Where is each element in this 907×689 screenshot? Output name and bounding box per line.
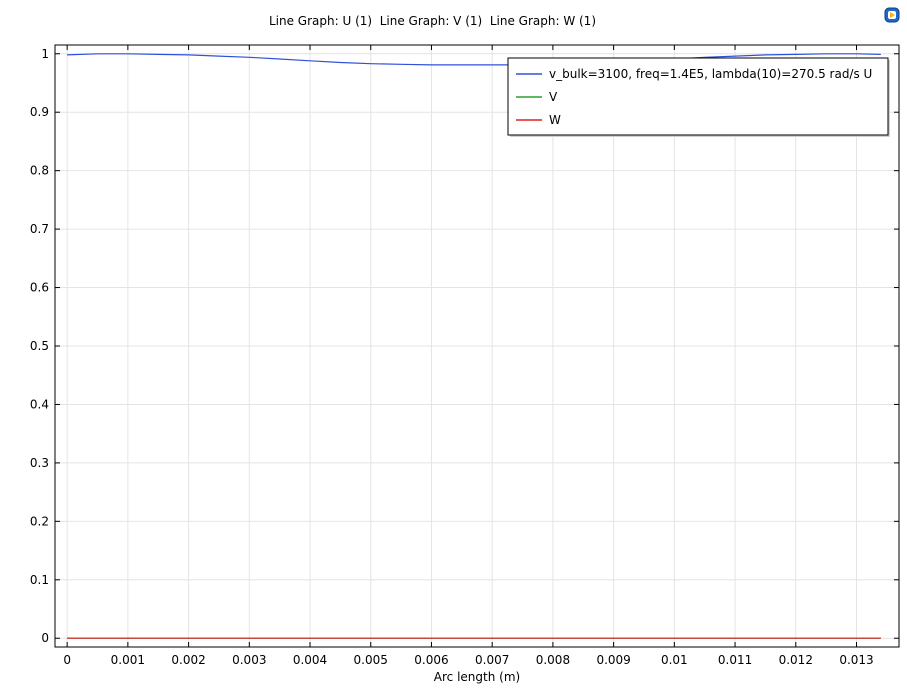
y-tick-label: 0.6 bbox=[30, 281, 49, 295]
x-tick-label: 0.001 bbox=[111, 653, 145, 667]
y-tick-label: 0.8 bbox=[30, 164, 49, 178]
x-tick-label: 0.008 bbox=[536, 653, 570, 667]
legend-entry: W bbox=[549, 113, 561, 127]
x-tick-label: 0.005 bbox=[354, 653, 388, 667]
y-tick-label: 0.9 bbox=[30, 105, 49, 119]
x-tick-label: 0.011 bbox=[718, 653, 752, 667]
y-tick-label: 1 bbox=[41, 47, 49, 61]
series-lines bbox=[67, 53, 881, 639]
y-tick-label: 0.7 bbox=[30, 222, 49, 236]
plot-title: Line Graph: U (1) Line Graph: V (1) Line… bbox=[268, 14, 597, 28]
x-tick-label: 0.006 bbox=[414, 653, 448, 667]
x-tick-label: 0.012 bbox=[779, 653, 813, 667]
y-tick-label: 0.5 bbox=[30, 339, 49, 353]
x-tick-label: 0.013 bbox=[839, 653, 873, 667]
x-tick-label: 0.003 bbox=[232, 653, 266, 667]
x-tick-label: 0.002 bbox=[171, 653, 205, 667]
axis-ticks: 0 0.001 0.002 0.003 0.004 0.005 0.006 0.007 0.00… bbox=[30, 45, 899, 667]
grid bbox=[55, 45, 899, 647]
y-tick-label: 0.1 bbox=[30, 573, 49, 587]
legend-box bbox=[507, 57, 889, 136]
y-tick-label: 0.3 bbox=[30, 456, 49, 470]
x-axis-label: Arc length (m) bbox=[434, 670, 520, 684]
x-tick-label: 0.004 bbox=[293, 653, 327, 667]
legend-entry: v_bulk=3100, freq=1.4E5, lambda(10)=270.… bbox=[549, 67, 872, 81]
y-tick-label: 0.2 bbox=[30, 514, 49, 528]
y-tick-label: 0 bbox=[41, 631, 49, 645]
comsol-logo-icon bbox=[884, 7, 900, 23]
legend: v_bulk=3100, freq=1.4E5, lambda(10)=270.… bbox=[507, 57, 890, 137]
series-line-1 bbox=[67, 53, 881, 66]
x-tick-label: 0.01 bbox=[661, 653, 688, 667]
y-tick-label: 0.4 bbox=[30, 397, 49, 411]
legend-entry: V bbox=[549, 90, 558, 104]
x-tick-label: 0 bbox=[63, 653, 71, 667]
x-tick-label: 0.007 bbox=[475, 653, 509, 667]
x-tick-label: 0.009 bbox=[596, 653, 630, 667]
